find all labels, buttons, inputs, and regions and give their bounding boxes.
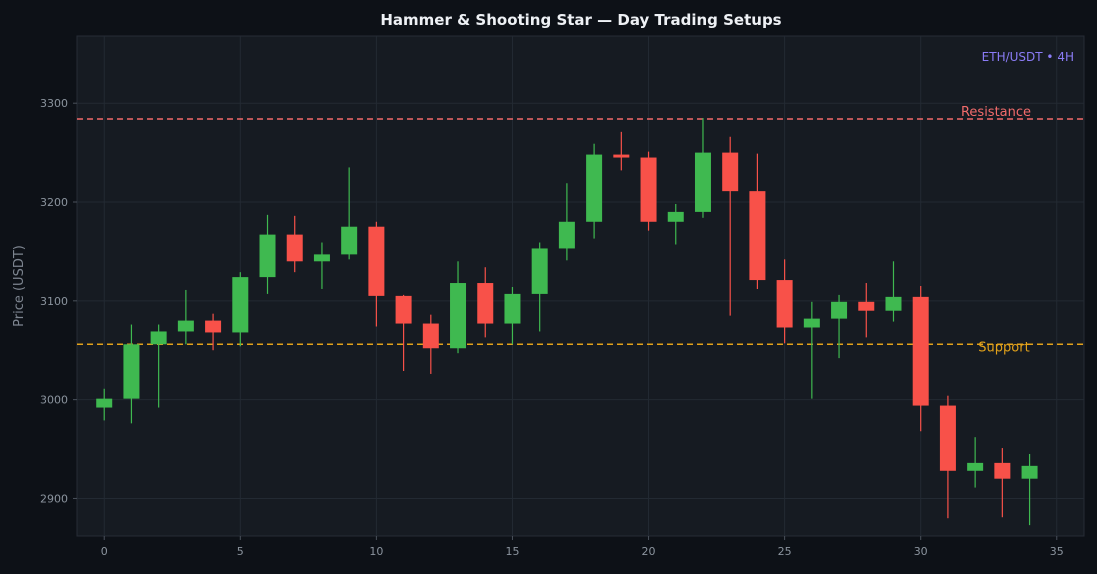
x-tick-label: 5	[237, 545, 244, 558]
x-tick-label: 35	[1050, 545, 1064, 558]
pair-badge: ETH/USDT • 4H	[982, 50, 1074, 64]
candle-body-up	[504, 293, 521, 324]
candle-body-up	[96, 398, 113, 408]
candle-body-down	[422, 323, 439, 349]
x-tick-label: 30	[914, 545, 928, 558]
candle-body-down	[205, 320, 222, 333]
candle-body-up	[885, 296, 902, 311]
candle-body-down	[722, 152, 739, 192]
candle-body-down	[477, 283, 494, 324]
candle-body-up	[586, 154, 603, 222]
candle-body-up	[259, 234, 276, 278]
candle-body-up	[177, 320, 194, 332]
candle-body-up	[967, 462, 984, 471]
y-tick-label: 3200	[40, 196, 68, 209]
candle-body-up	[558, 221, 575, 249]
candle-body-up	[341, 226, 358, 255]
candle-body-up	[803, 318, 820, 328]
candle-body-up	[667, 211, 684, 222]
candle-body-down	[395, 295, 412, 324]
candle-body-down	[776, 280, 793, 328]
price-levels: Resistance Support	[77, 105, 1084, 355]
candle-body-down	[749, 191, 766, 281]
candles	[96, 118, 1038, 526]
candle-body-down	[368, 226, 385, 296]
candle-body-down	[939, 405, 956, 471]
y-tick-label: 3300	[40, 97, 68, 110]
candle-body-down	[994, 462, 1011, 479]
candle-body-up	[531, 248, 548, 294]
candle-body-up	[123, 344, 140, 399]
candle-body-up	[450, 283, 467, 349]
axes: 0 5 10 15 20 25 30 35 2900 3000 3100 3200 3300	[40, 97, 1064, 558]
plot-area	[76, 35, 1085, 537]
x-tick-label: 25	[778, 545, 792, 558]
x-tick-label: 10	[369, 545, 383, 558]
x-tick-label: 15	[505, 545, 519, 558]
y-tick-label: 3100	[40, 295, 68, 308]
candle-body-up	[150, 331, 167, 345]
y-tick-label: 2900	[40, 492, 68, 505]
y-tick-label: 3000	[40, 394, 68, 407]
candle-body-down	[286, 234, 303, 262]
level-label-resistance: Resistance	[961, 105, 1031, 120]
candle-body-down	[858, 301, 875, 311]
candle-body-up	[694, 152, 711, 212]
y-axis-label: Price (USDT)	[12, 245, 27, 327]
candle-body-down	[912, 296, 929, 406]
candle-body-up	[831, 301, 848, 319]
level-label-support: Support	[978, 340, 1029, 355]
x-tick-label: 20	[642, 545, 656, 558]
candle-body-up	[1021, 465, 1038, 479]
candle-body-down	[640, 157, 657, 222]
candle-body-up	[232, 277, 249, 333]
candle-body-up	[313, 254, 330, 262]
x-tick-label: 0	[101, 545, 108, 558]
candle-body-down	[613, 154, 630, 158]
chart-title: Hammer & Shooting Star — Day Trading Set…	[380, 11, 781, 29]
